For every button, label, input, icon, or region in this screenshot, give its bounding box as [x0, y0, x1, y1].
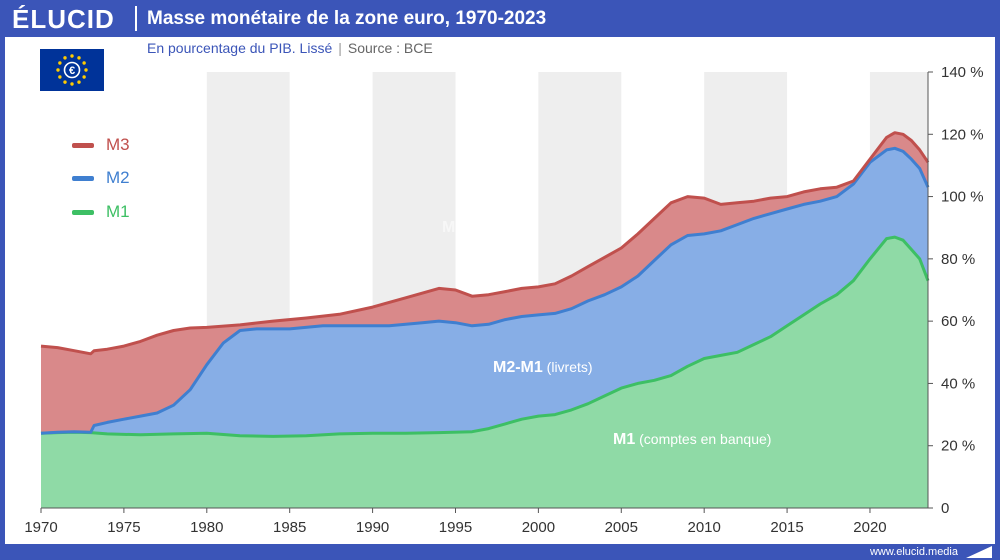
subtitle-text: En pourcentage du PIB. Lissé — [147, 40, 333, 56]
legend-item-m1[interactable]: M1 — [72, 200, 130, 224]
flag-star — [58, 61, 62, 65]
flag-star — [77, 80, 81, 84]
x-tick-label: 2005 — [605, 519, 638, 536]
m1-area — [41, 237, 928, 508]
brand-logo[interactable]: ÉLUCID — [12, 4, 115, 34]
y-tick-label: 120 % — [941, 126, 984, 143]
x-tick-label: 2020 — [853, 519, 886, 536]
annotation-m1: M1 (comptes en banque) — [613, 431, 771, 448]
flag-star — [56, 68, 60, 72]
footer-bar: www.elucid.media — [0, 544, 1000, 560]
annotation-m2-m1-bold: M2-M1 — [493, 359, 543, 376]
annotation-m3-m2-rest: (ma — [492, 219, 520, 235]
m3-m2-area — [41, 132, 928, 434]
y-tick-label: 80 % — [941, 251, 975, 268]
flag-star — [82, 75, 86, 79]
header-separator — [135, 6, 137, 31]
y-tick-label: 60 % — [941, 313, 975, 330]
m2-m1-area — [41, 148, 928, 437]
legend-item-m2[interactable]: M2 — [72, 166, 130, 190]
svg-text:€: € — [69, 65, 75, 77]
y-tick-label: 20 % — [941, 438, 975, 455]
legend-swatch-m3 — [72, 143, 94, 149]
legend-label-m2: M2 — [106, 168, 130, 187]
y-tick-label: 0 — [941, 500, 949, 517]
annotation-m2-m1-rest: (livrets) — [543, 359, 593, 375]
x-tick-label: 2000 — [522, 519, 555, 536]
annotation-m1-rest: (comptes en banque) — [635, 431, 771, 447]
chart-legend: M3 M2 M1 — [52, 118, 152, 238]
legend-swatch-m1 — [72, 210, 94, 216]
y-tick-label: 40 % — [941, 375, 975, 392]
x-tick-label: 1970 — [24, 519, 57, 536]
flag-star — [58, 75, 62, 79]
x-tick-label: 1990 — [356, 519, 389, 536]
elucid-mark-icon — [966, 546, 992, 558]
annotation-m3-m2-bold: M3-M2 — [442, 219, 492, 236]
source-text: Source : BCE — [347, 40, 433, 56]
flag-star — [84, 68, 88, 72]
annotation-m2-m1: M2-M1 (livrets) — [493, 359, 593, 376]
subtitle-separator: | — [338, 40, 342, 56]
y-tick-label: 140 % — [941, 64, 984, 81]
right-border — [995, 37, 1000, 544]
flag-star — [63, 56, 67, 60]
legend-label-m3: M3 — [106, 135, 130, 154]
chart-subtitle: En pourcentage du PIB. Lissé | Source : BC… — [147, 40, 433, 57]
annotation-m1-bold: M1 — [613, 431, 635, 448]
flag-star — [77, 56, 81, 60]
x-tick-label: 1985 — [273, 519, 306, 536]
x-tick-label: 2010 — [687, 519, 720, 536]
annotation-m3-m2: M3-M2 (ma — [442, 219, 520, 236]
x-tick-label: 1995 — [439, 519, 472, 536]
x-tick-label: 1980 — [190, 519, 223, 536]
legend-label-m1: M1 — [106, 202, 130, 221]
flag-star — [70, 82, 74, 86]
flag-star — [70, 54, 74, 58]
page-title: Masse monétaire de la zone euro, 1970-20… — [147, 8, 547, 29]
eu-flag-icon: € — [40, 49, 104, 91]
flag-star — [63, 80, 67, 84]
flag-star — [82, 61, 86, 65]
y-tick-label: 100 % — [941, 189, 984, 206]
left-border — [0, 37, 5, 544]
footer-url[interactable]: www.elucid.media — [869, 546, 958, 558]
series-line-m1 — [40, 235, 930, 438]
x-tick-label: 2015 — [770, 519, 803, 536]
legend-swatch-m2 — [72, 176, 94, 182]
header-bar: ÉLUCID Masse monétaire de la zone euro, … — [0, 0, 1000, 37]
series-line-m2 — [40, 146, 930, 435]
series-line-m3 — [40, 131, 930, 356]
legend-item-m3[interactable]: M3 — [72, 133, 130, 157]
x-tick-label: 1975 — [107, 519, 140, 536]
